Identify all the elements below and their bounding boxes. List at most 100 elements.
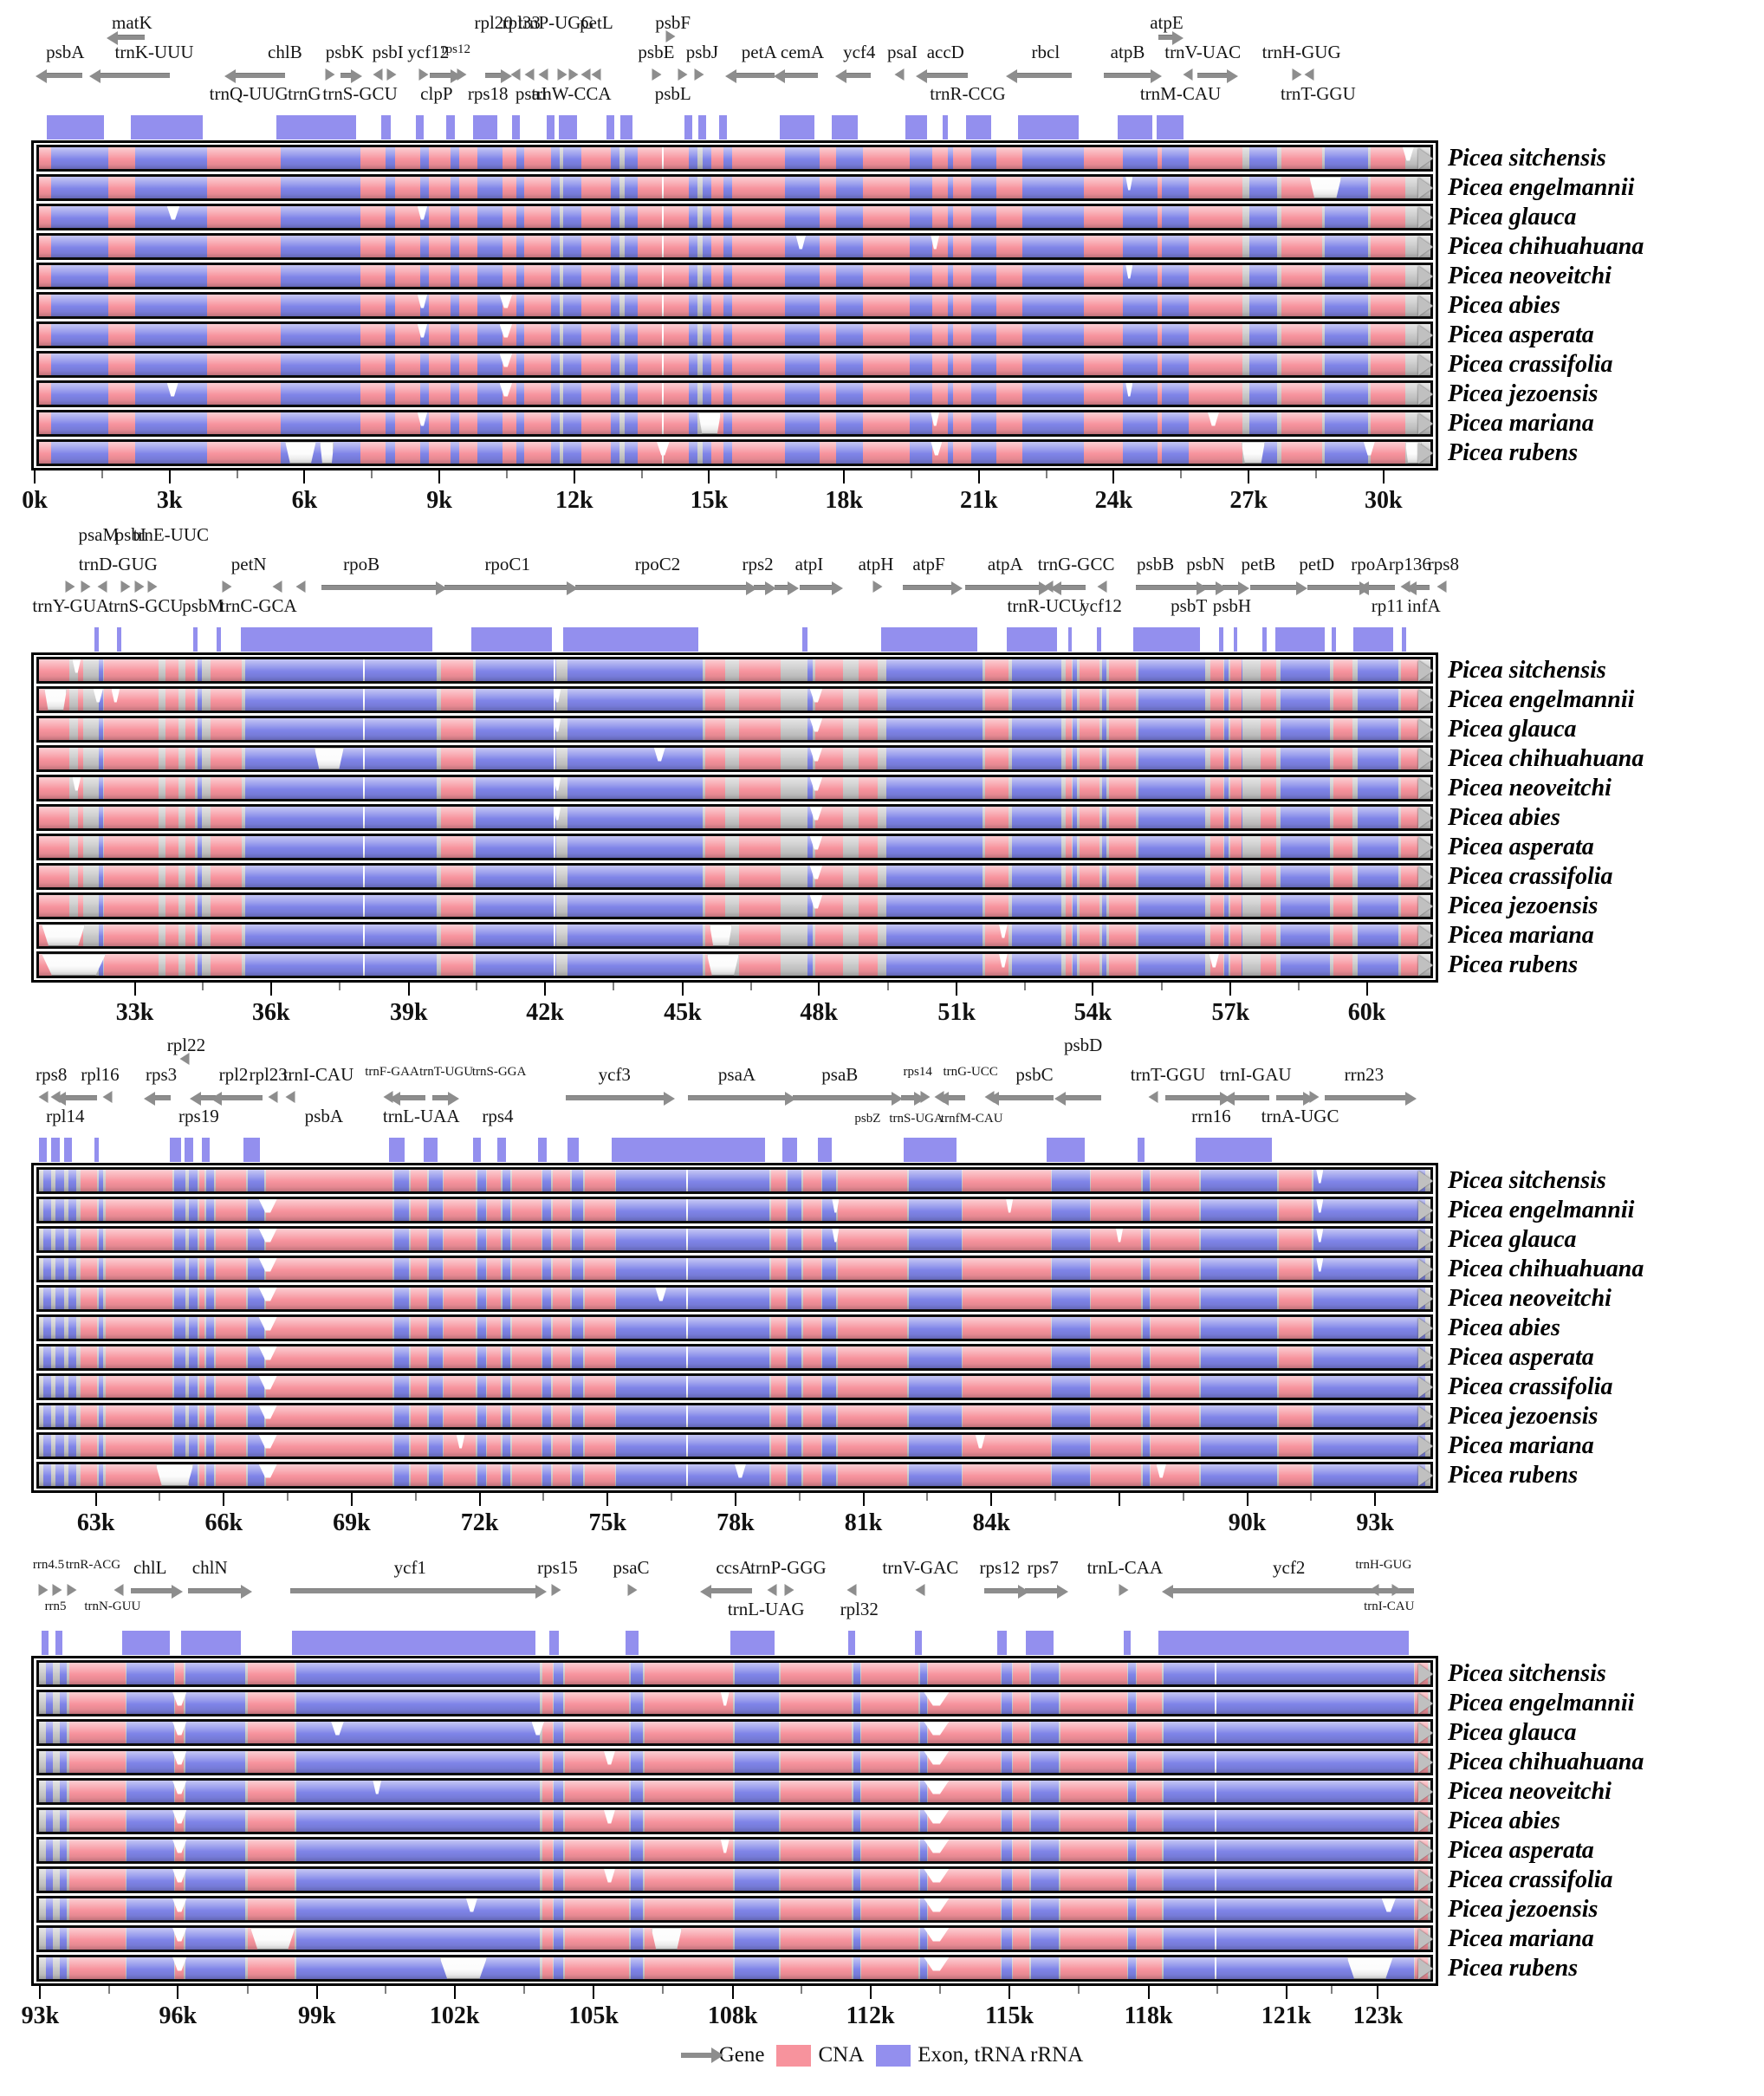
cna-segment — [524, 177, 551, 198]
cna-segment — [1080, 807, 1099, 828]
cna-segment — [861, 1722, 918, 1743]
axis-tick — [168, 470, 171, 483]
row-end-arrow-icon — [1418, 1840, 1433, 1861]
cna-segment — [802, 1435, 821, 1457]
exon-segment — [886, 836, 983, 858]
exon-segment — [551, 324, 560, 346]
exon-segment — [853, 1781, 860, 1802]
gene-label: trnV-UAC — [1164, 42, 1242, 62]
exon-block — [243, 1138, 260, 1162]
alignment-break — [685, 1405, 688, 1427]
exon-segment — [703, 147, 711, 169]
exon-segment — [189, 1199, 198, 1221]
exon-segment — [567, 807, 704, 828]
alignment-row: Picea chihuahuana — [36, 745, 1644, 772]
exon-block — [130, 115, 204, 140]
gene-label: trnR-CCG — [930, 83, 1006, 104]
row-end-arrow-icon — [1418, 895, 1433, 917]
exon-segment — [185, 1957, 245, 1979]
exon-segment — [853, 1928, 860, 1950]
gene-label: rps4 — [482, 1106, 514, 1126]
alignment-row: Picea jezoensis — [36, 1896, 1598, 1923]
gene-label: trnR-UCU — [1007, 595, 1085, 616]
exon-segment — [1201, 1347, 1278, 1368]
exon-segment — [126, 1692, 174, 1714]
cna-segment — [837, 1229, 908, 1250]
exon-segment — [616, 1170, 770, 1191]
cna-segment — [39, 748, 70, 769]
row-end-arrow-icon — [1418, 748, 1433, 769]
cna-segment — [1188, 147, 1243, 169]
axis-tick — [1112, 470, 1115, 483]
exon-segment — [1163, 1692, 1414, 1714]
cna-segment — [802, 1199, 821, 1221]
exon-segment — [296, 1840, 541, 1861]
exon-segment — [55, 1405, 64, 1427]
exon-segment — [516, 236, 525, 257]
cna-segment — [710, 295, 724, 316]
row-end-arrow-icon — [1418, 954, 1433, 976]
cna-segment — [565, 1898, 629, 1920]
cna-segment — [165, 748, 178, 769]
cna-segment — [552, 1464, 571, 1486]
exon-segment — [1162, 354, 1189, 375]
cna-segment — [198, 1376, 205, 1398]
cna-segment — [710, 147, 724, 169]
exon-segment — [554, 1869, 564, 1891]
exon-segment — [788, 1347, 802, 1368]
exon-segment — [55, 1347, 64, 1368]
cna-segment — [444, 1464, 477, 1486]
gene-arrow — [792, 1091, 904, 1106]
exon-segment — [567, 836, 704, 858]
exon-segment — [886, 807, 983, 828]
cna-segment — [1229, 689, 1242, 711]
exon-segment — [971, 177, 996, 198]
exon-segment — [616, 1435, 770, 1457]
exon-segment — [1138, 777, 1205, 799]
cna-segment — [512, 1347, 542, 1368]
cna-segment — [858, 895, 879, 917]
exon-segment — [46, 1810, 54, 1832]
legend-item-gene: Gene — [680, 2043, 764, 2067]
gene-arrow — [130, 1584, 183, 1599]
cna-segment — [985, 659, 1009, 681]
gene-arrow — [1158, 30, 1184, 45]
exon-block — [904, 1138, 957, 1162]
alignment-break — [363, 718, 366, 740]
exon-segment — [1142, 1170, 1150, 1191]
cna-segment — [1401, 954, 1420, 976]
alignment-break — [554, 866, 556, 887]
exon-segment — [1011, 866, 1062, 887]
cna-segment — [39, 295, 52, 316]
exon-segment — [886, 954, 983, 976]
cna-segment — [395, 412, 421, 434]
gene-label: petN — [230, 554, 267, 574]
row-end-arrow-icon — [1418, 1288, 1433, 1309]
cna-segment — [106, 1199, 173, 1221]
gene-label: ycf12 — [407, 42, 450, 62]
cna-segment — [1188, 442, 1243, 464]
exon-segment — [516, 383, 525, 405]
cna-segment — [584, 1347, 615, 1368]
cna-segment — [215, 1405, 247, 1427]
exon-segment — [1073, 836, 1078, 858]
exon-segment — [551, 177, 560, 198]
arrowhead-icon — [106, 30, 118, 45]
exon-segment — [420, 442, 429, 464]
exon-segment — [551, 383, 560, 405]
gene-arrow-icon — [1119, 1584, 1129, 1596]
exon-segment — [1022, 383, 1085, 405]
exon-segment — [788, 1376, 802, 1398]
cna-segment — [1281, 442, 1322, 464]
exon-swatch-icon — [876, 2044, 911, 2067]
axis-tick-label: 121k — [1261, 2002, 1312, 2029]
gene-label: psbL — [654, 83, 691, 104]
cna-segment — [512, 1376, 542, 1398]
exon-segment — [451, 295, 459, 316]
cna-segment — [108, 147, 135, 169]
axis-tick — [990, 1493, 993, 1506]
cna-segment — [165, 866, 178, 887]
cna-segment — [459, 265, 477, 287]
cna-segment — [108, 265, 135, 287]
exon-segment — [1249, 324, 1278, 346]
